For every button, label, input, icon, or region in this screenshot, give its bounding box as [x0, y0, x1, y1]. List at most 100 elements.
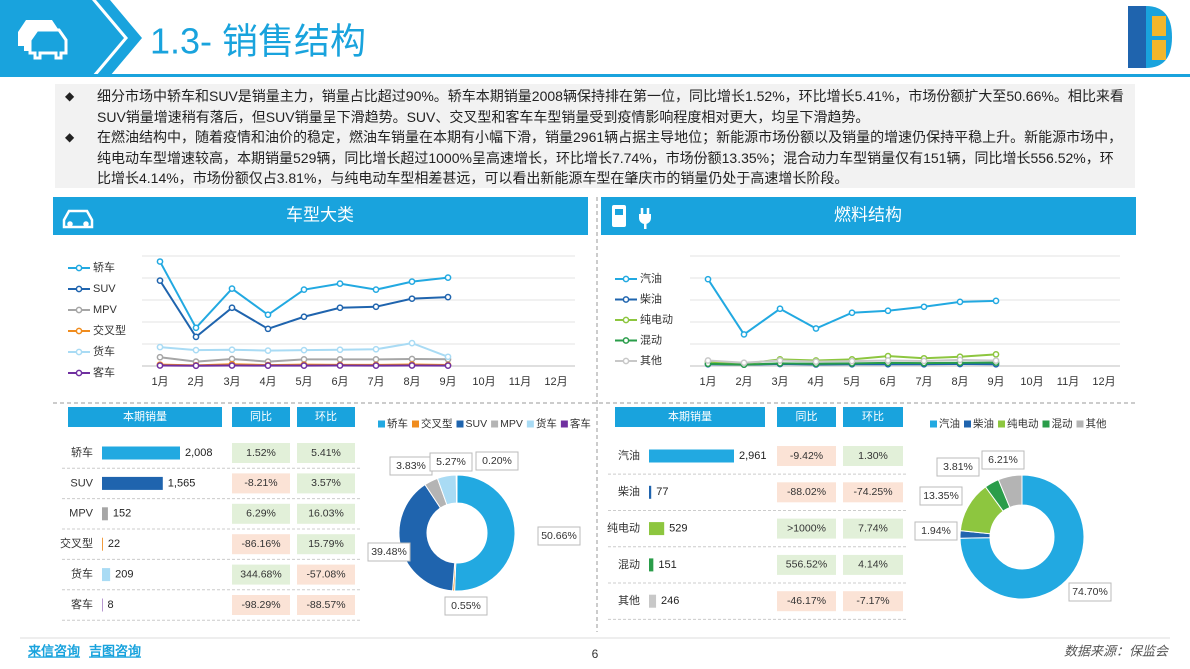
legend-label: 纯电动 [1007, 417, 1039, 430]
row-name: 汽油 [618, 448, 640, 462]
point [992, 357, 1000, 364]
legend-label: 混动 [640, 333, 662, 346]
x-tick-label: 9月 [987, 376, 1004, 388]
legend-swatch [378, 420, 385, 428]
volume-label: 2,961 [739, 450, 767, 462]
point [956, 356, 964, 364]
source: 数据来源：保监会 [1064, 643, 1170, 658]
legend-marker [75, 369, 83, 377]
x-tick-label: 4月 [259, 376, 276, 388]
change-cell [777, 446, 836, 466]
point [372, 286, 380, 294]
point [956, 298, 964, 306]
change-label: -46.17% [787, 595, 826, 607]
x-tick-label: 6月 [879, 376, 896, 388]
table-header [843, 407, 903, 427]
change-cell [843, 446, 903, 466]
table-header-label: 环比 [862, 410, 884, 423]
legend-label: 交叉型 [421, 417, 453, 430]
car-icon [18, 20, 68, 60]
point [408, 339, 416, 347]
change-cell [777, 554, 836, 575]
legend-swatch [998, 420, 1005, 428]
header-line [0, 74, 1190, 77]
volume-bar [102, 537, 103, 551]
x-tick-label: 3月 [223, 376, 240, 388]
legend-swatch [456, 420, 464, 428]
x-tick-label: 12月 [544, 376, 567, 388]
change-cell [232, 443, 290, 463]
point [776, 357, 784, 364]
volume-bar [649, 522, 665, 536]
point [776, 305, 784, 313]
change-cell [232, 564, 290, 585]
row-name: SUV [70, 477, 93, 489]
point [372, 303, 380, 311]
legend-marker [75, 264, 83, 272]
point [228, 362, 236, 369]
donut-slice [455, 474, 458, 504]
donut-slice [959, 474, 1085, 600]
point [812, 325, 820, 332]
table-header [297, 407, 355, 427]
x-tick-label: 7月 [915, 376, 932, 388]
legend-marker [75, 306, 83, 314]
data-label: 0.55% [451, 600, 481, 612]
x-tick-label: 8月 [951, 376, 968, 388]
legend-label: 汽油 [939, 417, 960, 430]
legend-marker [622, 337, 630, 344]
data-label-box [1068, 582, 1112, 602]
point [336, 280, 344, 287]
data-label: 74.70% [1072, 586, 1108, 598]
change-cell [232, 534, 290, 555]
change-cell [297, 564, 355, 585]
change-cell [777, 482, 836, 503]
data-label: 0.20% [482, 455, 512, 467]
data-label-box [475, 451, 519, 471]
row-name: 轿车 [71, 445, 93, 459]
table-header-label: 本期销量 [668, 409, 712, 423]
table-header [68, 407, 222, 427]
legend-label: 交叉型 [93, 323, 126, 337]
point [444, 362, 452, 369]
panel-header [53, 197, 588, 235]
change-cell [232, 503, 290, 524]
change-label: 15.79% [308, 538, 344, 550]
table-header-label: 本期销量 [123, 409, 167, 423]
legend-marker [75, 348, 83, 356]
bullet: 细分市场中轿车和SUV是销量主力，销量占比超过90%。轿车本期销量2008辆保持… [65, 86, 1127, 127]
data-label: 50.66% [541, 530, 577, 542]
change-label: -98.29% [241, 599, 280, 611]
x-tick-label: 10月 [472, 376, 495, 388]
point [300, 286, 308, 294]
footer-link[interactable]: 吉图咨询 [89, 643, 141, 658]
change-cell [232, 473, 290, 494]
row-name: 纯电动 [607, 522, 640, 535]
footer-link[interactable]: 来信咨询 [27, 643, 80, 658]
legend-swatch [1042, 420, 1050, 428]
page-number: 6 [592, 647, 599, 661]
row-name: 其他 [618, 594, 640, 607]
legend-label: 轿车 [93, 260, 115, 274]
change-label: -57.08% [306, 568, 345, 580]
point [740, 331, 748, 338]
legend-label: 货车 [536, 417, 557, 430]
legend-label: 轿车 [387, 417, 408, 430]
point [336, 346, 344, 354]
volume-bar [649, 558, 654, 572]
point [372, 362, 380, 369]
point [192, 346, 200, 354]
x-tick-label: 1月 [699, 376, 716, 388]
point [336, 362, 344, 369]
point [848, 357, 856, 365]
change-cell [777, 518, 836, 539]
data-label-box [919, 486, 963, 506]
point [884, 357, 892, 364]
point [300, 313, 308, 321]
legend-marker [622, 357, 630, 365]
legend-swatch [964, 420, 971, 428]
x-tick-label: 6月 [331, 376, 348, 388]
x-tick-label: 8月 [403, 376, 420, 388]
change-label: 3.57% [311, 477, 341, 489]
